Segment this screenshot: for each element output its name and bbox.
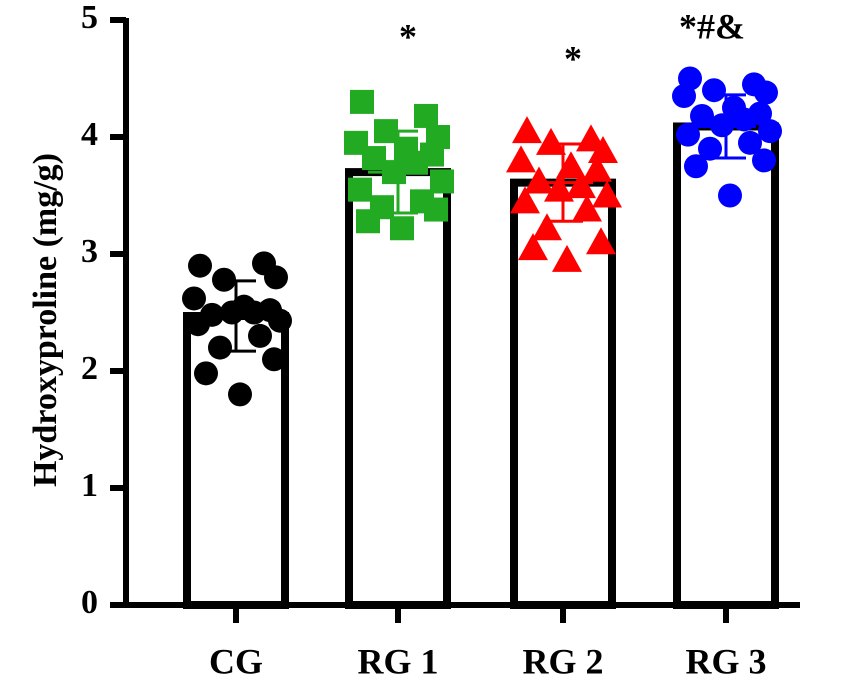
data-point [676,122,700,147]
data-point [220,300,244,325]
data-point [592,180,622,208]
significance-label: *#& [679,6,745,46]
data-point [586,227,616,255]
significance-label: * [399,16,417,56]
data-point [350,89,374,114]
data-point [738,130,762,155]
data-point [208,335,232,360]
data-point [356,209,380,234]
data-point [552,244,582,272]
data-point [566,171,596,199]
data-point [572,194,602,222]
data-point [754,80,778,105]
data-point [268,308,292,333]
data-point [684,154,708,179]
y-tick-label: 2 [81,350,98,387]
y-tick-label: 3 [81,233,98,270]
data-point [248,323,272,348]
data-point [506,145,536,173]
significance-labels: * * *#& [399,6,745,78]
data-point [414,103,438,128]
data-point [698,136,722,161]
y-tick-label: 1 [81,467,98,504]
data-point [194,361,218,386]
data-point [390,216,414,241]
x-tick-label: RG 1 [358,641,439,681]
x-tick-label: CG [209,641,263,681]
error-bars [206,93,756,353]
data-point [348,177,372,202]
data-point [512,116,542,144]
data-points [182,66,782,407]
data-point [510,186,540,214]
data-point [182,286,206,311]
x-tick-label: RG 2 [523,641,604,681]
y-axis-title: Hydroxyproline (mg/g) [27,153,64,487]
data-point [544,174,574,202]
data-point [228,382,252,407]
data-point [752,148,776,173]
data-point [262,347,286,372]
data-point [264,265,288,290]
data-point [518,233,548,261]
data-point [582,154,612,182]
data-point [424,197,448,222]
data-point [186,312,210,337]
y-tick-label: 0 [81,584,98,621]
data-point [242,300,266,325]
bar-2 [345,168,451,609]
data-point [672,84,696,109]
data-point [188,253,212,278]
data-point [524,166,554,194]
data-point [702,78,726,103]
data-point [536,127,566,155]
significance-label: * [564,38,582,78]
y-tick-label: 4 [81,116,98,153]
data-point [690,103,714,128]
data-point [758,119,782,144]
y-axis: 0 1 2 3 4 5 [81,0,129,621]
data-point [532,213,562,241]
x-axis: CG RG 1 RG 2 RG 3 [123,602,800,681]
data-point [588,136,618,164]
y-tick-label: 5 [81,0,98,36]
data-point [718,183,742,208]
x-tick-label: RG 3 [686,641,767,681]
